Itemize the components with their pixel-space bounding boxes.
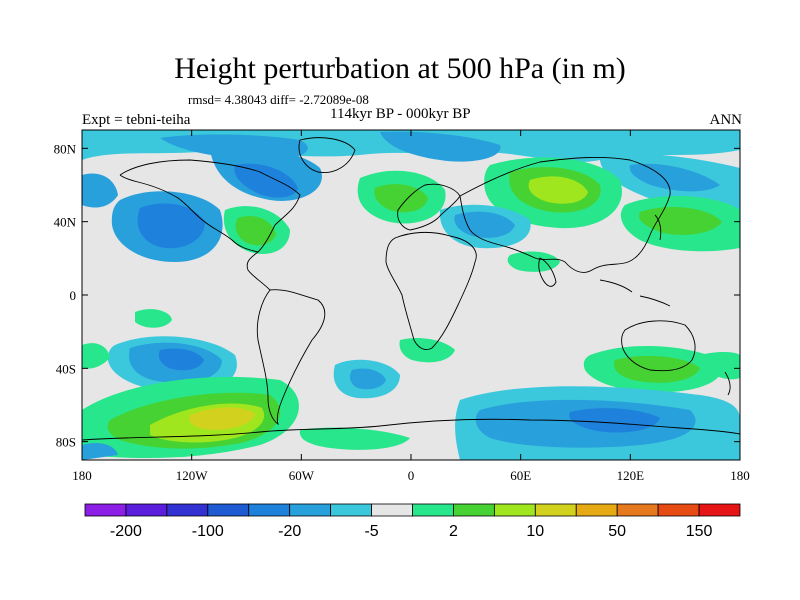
lat-tick-label: 80N (54, 141, 77, 156)
colorbar-swatch (371, 503, 413, 517)
colorbar-swatch (166, 503, 209, 517)
colorbar-swatch (575, 503, 618, 517)
colorbar-label: -20 (278, 523, 301, 540)
coastlines (82, 137, 740, 441)
colorbar-label: 50 (608, 523, 626, 540)
lon-tick-label: 120W (176, 468, 209, 483)
colorbar-swatch (412, 503, 454, 517)
lat-tick-label: 0 (70, 288, 77, 303)
lon-tick-label: 0 (408, 468, 415, 483)
longitude-axis: 180 120W 60W 0 60E 120E 180 (72, 130, 750, 483)
colorbar-label: -100 (192, 523, 224, 540)
colorbar-label: -200 (110, 523, 142, 540)
colorbar-label: -5 (364, 523, 378, 540)
experiment-label: Expt = tebni-teiha (82, 112, 191, 128)
colorbar-swatch (698, 503, 741, 517)
colorbar-swatch (289, 503, 332, 517)
lon-tick-label: 120E (617, 468, 645, 483)
colorbar-swatch (453, 503, 495, 517)
stats-label: rmsd= 4.38043 diff= -2.72089e-08 (188, 92, 369, 107)
colorbar-swatch (657, 503, 700, 517)
colorbar-swatch (207, 503, 250, 517)
colorbar-swatch (616, 503, 659, 517)
lon-tick-label: 180 (72, 468, 92, 483)
lon-tick-label: 60E (510, 468, 531, 483)
colorbar-label: 2 (449, 523, 458, 540)
colorbar-swatch (125, 503, 168, 517)
colorbar-label: 150 (686, 523, 713, 540)
lat-tick-label: 40N (54, 215, 77, 230)
colorbar-swatch (493, 503, 536, 517)
period-label: 114kyr BP - 000kyr BP (330, 106, 471, 122)
colorbar-swatch (84, 503, 127, 517)
lon-tick-label: 180 (730, 468, 750, 483)
contour-fills (82, 130, 740, 460)
lon-tick-label: 60W (289, 468, 315, 483)
colorbar-swatch (534, 503, 577, 517)
colorbar-swatch (330, 503, 372, 517)
figure-title: Height perturbation at 500 hPa (in m) (174, 52, 626, 85)
lat-tick-label: 80S (56, 435, 76, 450)
colorbar-swatch (248, 503, 291, 517)
colorbar: -200 -100 -20 -5 2 10 50 150 (84, 503, 741, 540)
season-label: ANN (709, 112, 743, 128)
lat-tick-label: 40S (56, 361, 76, 376)
latitude-axis: 80N 40N 0 40S 80S (54, 141, 740, 450)
colorbar-label: 10 (526, 523, 544, 540)
